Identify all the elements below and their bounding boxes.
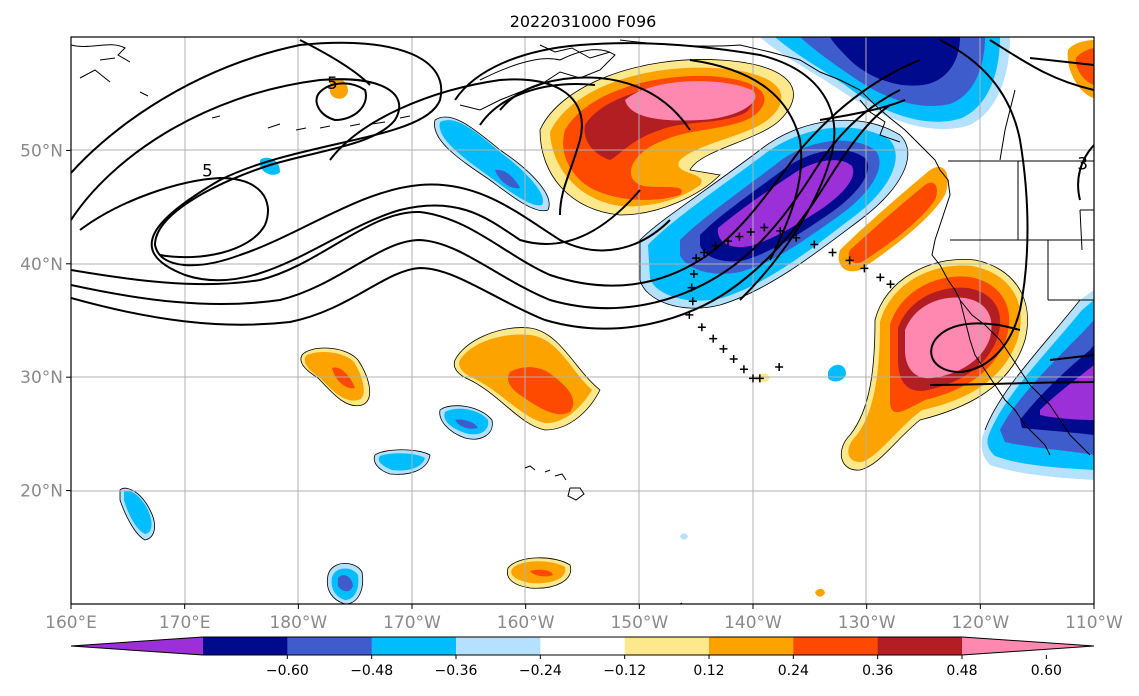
colorbar-tick-label: −0.24 [519,663,562,679]
track-marker [688,297,697,306]
colorbar-segment [203,637,288,655]
lon-tick-label: 120°W [951,613,1009,633]
graticule [71,37,1094,604]
track-marker [886,280,895,289]
track-marker [860,264,869,273]
contour-labels: 5 5 3 [202,74,1088,181]
map-area [71,37,1094,604]
colorbar-extend-high [962,637,1094,655]
track-marker [749,374,757,383]
colorbar-outline [70,636,1095,656]
lon-tick-label: 150°W [610,613,668,633]
track-marker [775,362,784,371]
track-marker [692,254,701,263]
track-marker [828,248,837,257]
colorbar-tick-label: 0.36 [862,663,893,679]
colorbar-segment [540,637,626,655]
lon-tick-label: 180°W [269,613,327,633]
lat-tick-label: 40°N [20,255,63,275]
track-marker [689,270,698,279]
lat-tick-label: 30°N [20,368,63,388]
contour-label: 3 [1077,155,1088,175]
track-marker [687,283,696,292]
colorbar-tick-label: 0.12 [693,663,724,679]
contour-label: 5 [327,74,338,94]
geopotential-contours [71,39,1094,386]
lon-tick-label: 110°W [1065,613,1123,633]
track-marker [739,365,748,374]
track-marker [746,228,755,237]
track-marker [755,374,764,383]
track-marker [719,344,728,353]
colorbar-tick-label: 0.60 [1031,663,1062,679]
colorbar-segment [456,637,541,655]
track-marker [729,355,738,364]
track-marker [845,256,854,265]
lat-tick-label: 20°N [20,482,63,502]
lon-tick-label: 140°W [724,613,782,633]
track-marker [697,323,706,332]
map-frame [70,36,1095,605]
track-marker [700,248,709,257]
map-title: 2022031000 F096 [510,12,657,31]
colorbar-segment [371,637,457,655]
lon-tick-label: 160°E [45,613,97,633]
track-marker [760,223,769,232]
colorbar-segment [624,637,710,655]
contour-label: 5 [202,161,213,181]
lon-tick-label: 170°W [383,613,441,633]
track-marker [810,240,819,249]
track-marker [776,226,785,235]
lat-tick-label: 50°N [20,141,63,161]
colorbar-segment [287,637,373,655]
colorbar-segment [709,637,794,655]
colorbar-segment [793,637,879,655]
colorbar-tick-label: −0.60 [266,663,309,679]
track-marker [792,233,801,242]
track-marker [876,273,885,282]
lon-tick-label: 130°W [838,613,896,633]
colorbar-tick-label: 0.48 [946,663,977,679]
lon-tick-label: 170°E [159,613,211,633]
colorbar-tick-label: −0.36 [435,663,478,679]
track-marker [723,237,732,246]
track-marker [735,232,744,241]
colorbar-extend-low [71,637,203,655]
track-markers [685,223,895,383]
track-marker [685,310,694,319]
lon-tick-label: 160°W [497,613,555,633]
colorbar: −0.60 −0.48 −0.36 −0.24 −0.12 0.12 0.24 0.36 0.4… [70,636,1095,679]
colorbar-tick-label: −0.48 [350,663,393,679]
track-marker [709,334,718,343]
axis-ticks: 160°E 170°E 180°W 170°W 160°W 150°W 140°W 130°W… [20,141,1123,633]
colorbar-segment [877,637,963,655]
filled-anomaly-fields [120,37,1094,604]
track-marker [711,241,720,250]
colorbar-tick-label: −0.12 [603,663,646,679]
colorbar-tick-label: 0.24 [778,663,809,679]
anomaly-outlines [119,59,1081,604]
